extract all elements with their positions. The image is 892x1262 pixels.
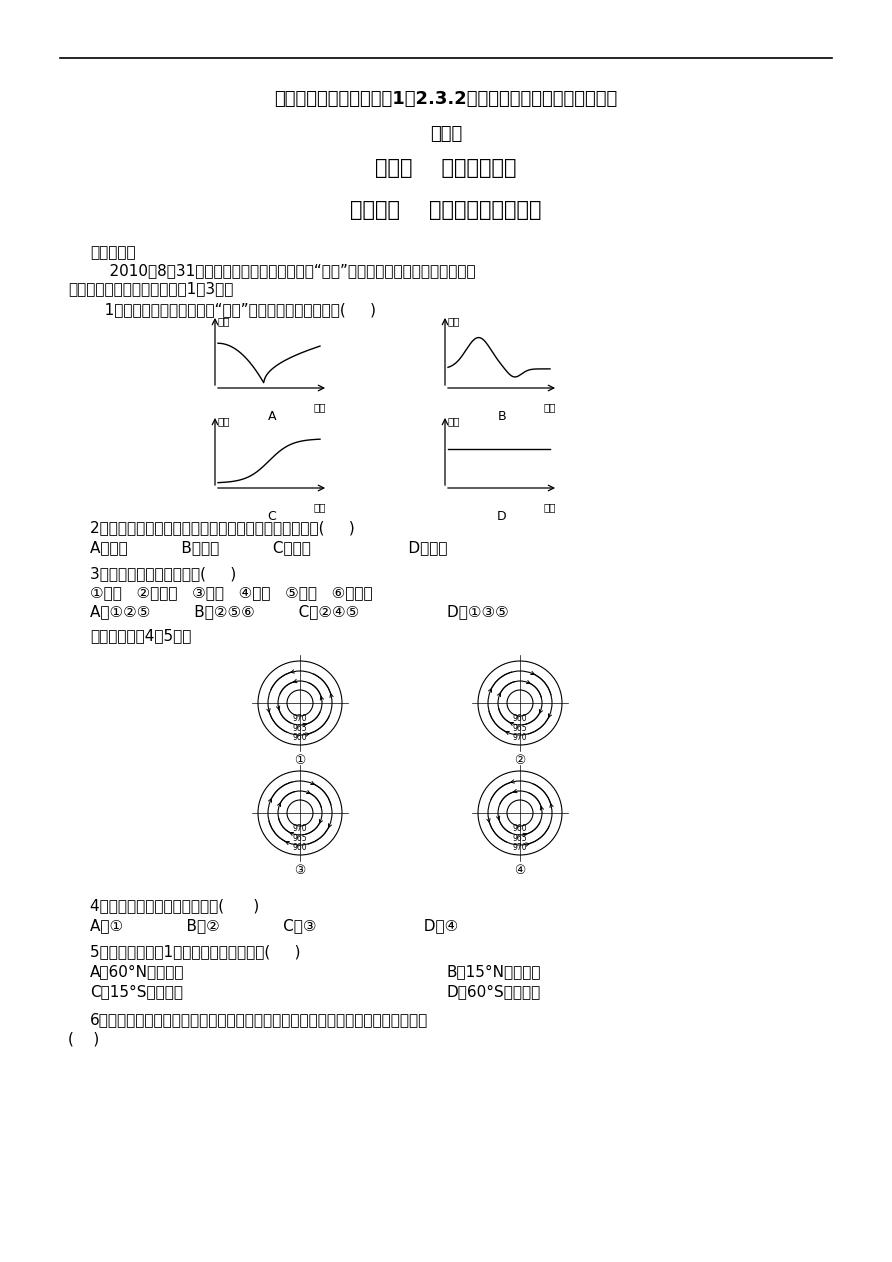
Text: ③: ③: [294, 864, 306, 877]
Text: 965: 965: [513, 724, 527, 733]
Text: ②: ②: [515, 753, 525, 767]
Text: 965: 965: [293, 834, 308, 843]
Text: D．60°S附近海域: D．60°S附近海域: [446, 984, 541, 1000]
Text: A．东北           B．西北           C．东南                    D．西南: A．东北 B．西北 C．东南 D．西南: [90, 540, 448, 555]
Text: 人教版高一地理上册必修1《2.3.2气旋、反气旋与天气》同步练习: 人教版高一地理上册必修1《2.3.2气旋、反气旋与天气》同步练习: [275, 90, 617, 109]
Text: 970: 970: [293, 714, 308, 723]
Text: 气压: 气压: [217, 416, 229, 427]
Text: 最大范围的台风雨。据此回答1～3题。: 最大范围的台风雨。据此回答1～3题。: [68, 281, 234, 297]
Text: 一、选择题: 一、选择题: [90, 245, 136, 260]
Text: 时间: 时间: [313, 403, 326, 411]
Text: 965: 965: [293, 724, 308, 733]
Text: C．15°S附近海域: C．15°S附近海域: [90, 984, 183, 1000]
Text: 时间: 时间: [543, 502, 556, 512]
Text: 3．台风带来的灾害主要有(     ): 3．台风带来的灾害主要有( ): [90, 565, 236, 581]
Text: 960: 960: [513, 714, 527, 723]
Text: 4．正确表示某气压系统的图是(      ): 4．正确表示某气压系统的图是( ): [90, 899, 260, 912]
Text: 气压: 气压: [447, 416, 459, 427]
Text: 第２课时    气旋、反气旋与天气: 第２课时 气旋、反气旋与天气: [351, 199, 541, 220]
Text: A．①             B．②             C．③                      D．④: A．① B．② C．③ D．④: [90, 917, 458, 933]
Text: 第三节    常见天气系统: 第三节 常见天气系统: [376, 158, 516, 178]
Text: 970: 970: [513, 733, 527, 742]
Text: 气压: 气压: [447, 316, 459, 326]
Text: A．60°N附近海域: A．60°N附近海域: [90, 964, 185, 979]
Text: 2．当台风中心移至上海市正北方向时，上海市的风向为(     ): 2．当台风中心移至上海市正北方向时，上海市的风向为( ): [90, 520, 355, 535]
Text: C: C: [268, 510, 277, 522]
Text: 气压: 气压: [217, 316, 229, 326]
Text: 965: 965: [513, 834, 527, 843]
Text: 时间: 时间: [543, 403, 556, 411]
Text: 1．下列四幅图中，能表示“圆规”台风过境气压变化的是(     ): 1．下列四幅图中，能表示“圆规”台风过境气压变化的是( ): [90, 302, 376, 317]
Text: ①海啊   ②风暴潮   ③地震   ④狂风   ⑤暴雨   ⑥沙尘暴: ①海啊 ②风暴潮 ③地震 ④狂风 ⑤暴雨 ⑥沙尘暴: [90, 586, 373, 599]
Text: 970: 970: [513, 843, 527, 852]
Text: ④: ④: [515, 864, 525, 877]
Text: B: B: [498, 410, 507, 423]
Text: 960: 960: [293, 733, 308, 742]
Text: 读下图，回答4～5题。: 读下图，回答4～5题。: [90, 628, 192, 644]
Text: 时间: 时间: [313, 502, 326, 512]
Text: 及答案: 及答案: [430, 125, 462, 143]
Text: (    ): ( ): [68, 1032, 99, 1047]
Text: 2010年8月31日发布台风橙色预警，受台风“圆规”影响，我国东南沿海将迎来今年: 2010年8月31日发布台风橙色预警，受台风“圆规”影响，我国东南沿海将迎来今年: [90, 262, 475, 278]
Text: 960: 960: [293, 843, 308, 852]
Text: B．15°N附近海域: B．15°N附近海域: [446, 964, 541, 979]
Text: A．①②⑤         B．②⑤⑥         C．②④⑤                  D．①③⑤: A．①②⑤ B．②⑤⑥ C．②④⑤ D．①③⑤: [90, 604, 508, 618]
Text: 5．该气压系统在1月份可能出现的地点为(     ): 5．该气压系统在1月份可能出现的地点为( ): [90, 944, 301, 959]
Text: 6．下图为某区域附近区域四个地点的风向观测图，据此可判断该区域的天气系统是: 6．下图为某区域附近区域四个地点的风向观测图，据此可判断该区域的天气系统是: [90, 1012, 428, 1027]
Text: ①: ①: [294, 753, 306, 767]
Text: 960: 960: [513, 824, 527, 833]
Text: D: D: [497, 510, 507, 522]
Text: 970: 970: [293, 824, 308, 833]
Text: A: A: [268, 410, 277, 423]
